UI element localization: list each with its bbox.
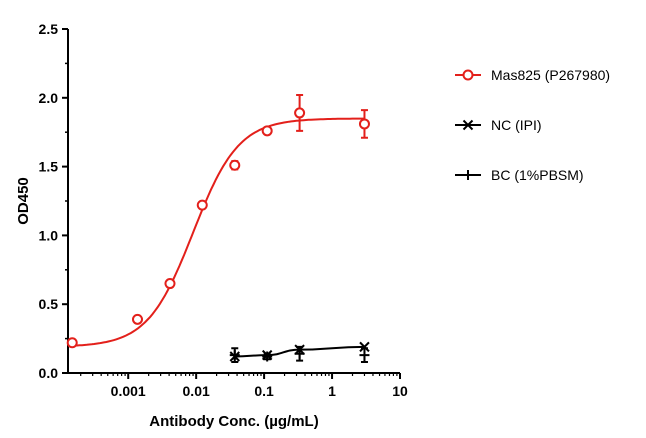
data-point xyxy=(358,118,370,130)
fit-curve-0 xyxy=(72,117,365,347)
x-tick-label: 1 xyxy=(328,383,336,399)
fit-curve-1 xyxy=(234,345,365,358)
chart-marks xyxy=(66,94,370,363)
data-point xyxy=(262,351,273,362)
x-tick-label: 0.1 xyxy=(254,383,274,399)
legend-label: NC (IPI) xyxy=(491,117,542,133)
chart-axes: 0.0 0.5 1.0 1.5 2.0 2.5 0.001 0.01 0.1 1 10 xyxy=(39,21,408,399)
series-2 xyxy=(229,345,370,363)
x-tick-label: 0.01 xyxy=(183,383,210,399)
data-point xyxy=(229,159,241,171)
data-point xyxy=(294,107,306,119)
data-point xyxy=(196,199,208,211)
y-tick-label: 0.0 xyxy=(39,365,59,381)
data-point xyxy=(131,313,143,325)
data-point xyxy=(261,125,273,137)
data-point xyxy=(164,278,176,290)
x-axis-title: Antibody Conc. (µg/mL) xyxy=(149,413,318,430)
legend-marker xyxy=(462,119,474,131)
x-tick-label: 0.001 xyxy=(111,383,146,399)
legend-label: BC (1%PBSM) xyxy=(491,167,584,183)
y-tick-label: 1.0 xyxy=(39,227,59,243)
y-tick-label: 0.5 xyxy=(39,296,59,312)
legend-item: NC (IPI) xyxy=(455,117,542,133)
y-tick-label: 2.5 xyxy=(39,21,59,37)
y-axis-title: OD450 xyxy=(15,177,32,225)
legend-marker xyxy=(463,170,473,180)
data-point xyxy=(229,350,240,361)
chart-legend: Mas825 (P267980) NC (IPI) BC (1%PBSM) xyxy=(455,67,610,183)
legend-item: BC (1%PBSM) xyxy=(455,167,584,183)
legend-marker xyxy=(462,69,474,81)
y-tick-label: 2.0 xyxy=(39,90,59,106)
x-tick-label: 10 xyxy=(392,383,408,399)
legend-label: Mas825 (P267980) xyxy=(491,67,610,83)
data-point xyxy=(294,348,305,359)
y-tick-label: 1.5 xyxy=(39,159,59,175)
legend-item: Mas825 (P267980) xyxy=(455,67,610,83)
data-point xyxy=(359,350,370,361)
data-point xyxy=(359,341,370,353)
chart-fit-curves xyxy=(72,117,365,358)
series-0 xyxy=(66,94,370,349)
data-point xyxy=(66,337,78,349)
